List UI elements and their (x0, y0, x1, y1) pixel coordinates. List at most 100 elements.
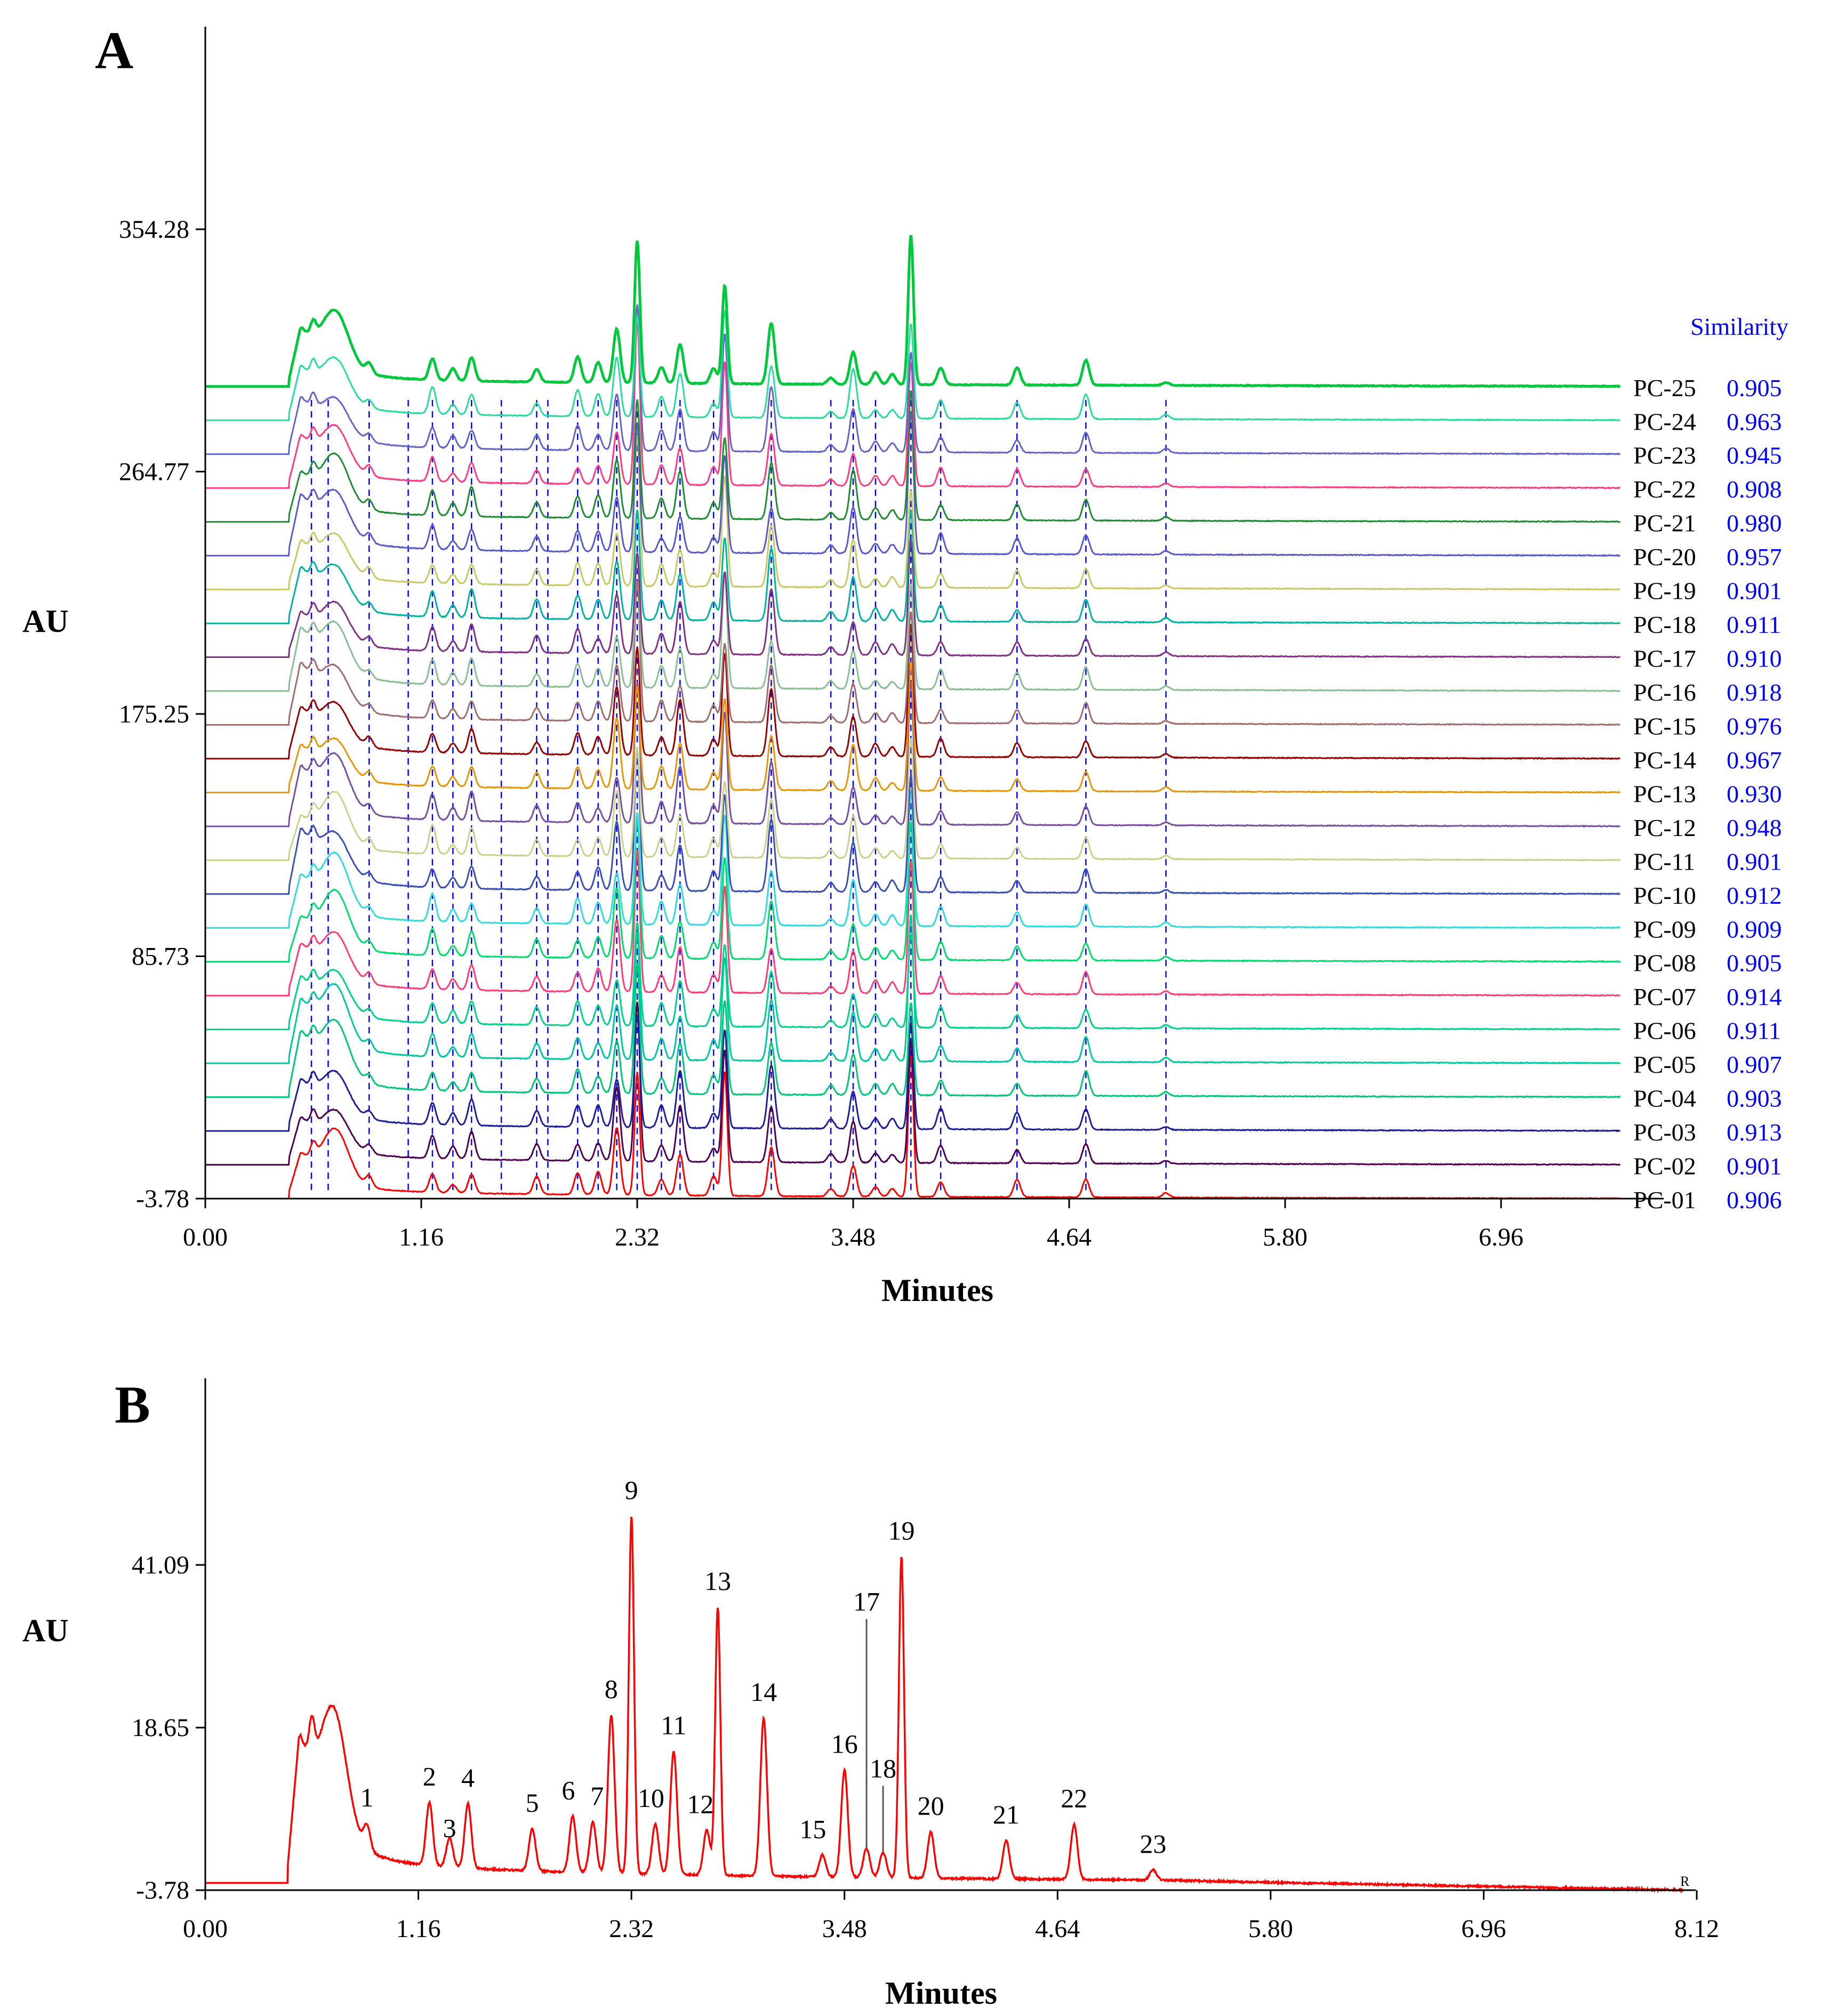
similarity-value: 0.945 (1727, 442, 1782, 469)
trace-pc-23 (205, 304, 1621, 455)
peak-label: 21 (993, 1800, 1020, 1829)
peak-label: 11 (661, 1710, 686, 1740)
similarity-value: 0.963 (1727, 408, 1782, 435)
peak-label: 12 (687, 1789, 713, 1819)
sample-label: PC-24 (1633, 408, 1696, 435)
similarity-value: 0.976 (1727, 712, 1782, 740)
sample-label: PC-03 (1633, 1119, 1696, 1146)
similarity-value: 0.905 (1727, 374, 1782, 401)
peak-label: 13 (704, 1566, 731, 1596)
similarity-value: 0.901 (1727, 1153, 1782, 1180)
peak-label: 2 (423, 1761, 436, 1791)
panel-b-label: B (115, 1375, 150, 1434)
sample-label: PC-25 (1633, 374, 1696, 401)
y-tick-label: -3.78 (136, 1185, 189, 1213)
sample-label: PC-19 (1633, 577, 1696, 605)
x-tick-label: 4.64 (1047, 1223, 1092, 1251)
x-tick-label: 2.32 (615, 1223, 660, 1251)
peak-label: 8 (605, 1674, 618, 1704)
similarity-value: 0.930 (1727, 780, 1782, 807)
similarity-value: 0.980 (1727, 510, 1782, 537)
panel-b-xlabel: Minutes (885, 1975, 997, 2011)
sample-label: PC-07 (1633, 983, 1696, 1010)
sample-label: PC-11 (1633, 848, 1695, 875)
x-tick-label: 0.00 (183, 1223, 228, 1251)
x-tick-label: 0.00 (183, 1915, 228, 1943)
end-marker: R (1680, 1874, 1690, 1889)
trace-pc-25 (205, 235, 1621, 389)
sample-label: PC-01 (1633, 1186, 1696, 1214)
sample-label: PC-10 (1633, 882, 1696, 909)
trace-pc-10 (205, 748, 1621, 896)
similarity-value: 0.967 (1727, 746, 1782, 774)
panel-a-axes: 0.00 1.16 2.32 3.48 4.64 5.80 6.96 354.28 264.77… (119, 27, 1664, 1251)
panel-a-ylabel: AU (22, 604, 69, 639)
sample-label: PC-04 (1633, 1085, 1696, 1112)
similarity-value: 0.911 (1727, 1017, 1781, 1045)
peak-label: 6 (561, 1775, 575, 1805)
similarity-value: 0.913 (1727, 1119, 1782, 1146)
sample-label: PC-23 (1633, 442, 1696, 469)
peak-label: 10 (638, 1783, 664, 1813)
peak-label: 18 (870, 1753, 896, 1783)
similarity-value: 0.912 (1727, 882, 1782, 909)
sample-label: PC-09 (1633, 915, 1696, 943)
peak-label: 22 (1061, 1784, 1087, 1813)
trace-pc-16 (205, 555, 1621, 693)
x-tick-label: 1.16 (396, 1915, 441, 1943)
similarity-value: 0.911 (1727, 611, 1781, 638)
sample-label: PC-18 (1633, 611, 1696, 638)
peak-label: 5 (526, 1788, 539, 1818)
y-tick-label: 175.25 (119, 700, 189, 728)
trace-pc-04 (205, 963, 1621, 1098)
sample-label: PC-15 (1633, 712, 1696, 740)
y-tick-label: 41.09 (132, 1551, 189, 1579)
similarity-value: 0.906 (1727, 1186, 1782, 1214)
sample-label: PC-06 (1633, 1017, 1696, 1045)
sample-label: PC-12 (1633, 814, 1696, 841)
sample-traces (205, 235, 1621, 1200)
trace-pc-21 (205, 390, 1621, 523)
peak-label: 7 (590, 1781, 604, 1811)
peak-label: 14 (750, 1677, 777, 1707)
similarity-value: 0.910 (1727, 645, 1782, 672)
y-tick-label: 18.65 (132, 1714, 189, 1742)
sample-label: PC-21 (1633, 510, 1696, 537)
sample-label: PC-17 (1633, 645, 1696, 672)
x-tick-label: 3.48 (831, 1223, 876, 1251)
sample-label: PC-02 (1633, 1153, 1696, 1180)
sample-label: PC-22 (1633, 476, 1696, 503)
similarity-value: 0.903 (1727, 1085, 1782, 1112)
similarity-value: 0.905 (1727, 950, 1782, 977)
peak-label: 15 (799, 1814, 826, 1844)
peak-label: 17 (853, 1587, 880, 1617)
x-tick-label: 6.96 (1461, 1915, 1506, 1943)
trace-pc-11 (205, 737, 1621, 862)
peak-label: 9 (625, 1475, 638, 1505)
similarity-value: 0.908 (1727, 476, 1782, 503)
panel-b-ylabel: AU (22, 1613, 69, 1648)
sample-labels: PC-01 0.906 PC-02 0.901 PC-03 0.913 PC-04 0.903… (1633, 374, 1782, 1214)
trace-pc-03 (205, 1015, 1621, 1133)
peak-label: 16 (831, 1729, 858, 1759)
panel-a: A AU Minutes Similarity 0.00 1.16 2.32 3.48… (22, 21, 1788, 1308)
peak-label: 19 (888, 1516, 914, 1546)
peak-label: 20 (918, 1791, 944, 1821)
trace-pc-15 (205, 581, 1621, 726)
peak-label: 1 (360, 1782, 374, 1812)
panel-b: B AU Minutes R 0.00 1.16 2.32 3.48 4.64 5.80 6… (22, 1375, 1719, 2011)
similarity-value: 0.907 (1727, 1051, 1782, 1078)
x-tick-label: 6.96 (1479, 1223, 1523, 1251)
trace-pc-24 (205, 310, 1621, 422)
similarity-value: 0.914 (1727, 983, 1782, 1010)
similarity-value: 0.901 (1727, 848, 1782, 875)
similarity-value: 0.909 (1727, 915, 1782, 943)
x-tick-label: 5.80 (1248, 1915, 1293, 1943)
sample-label: PC-20 (1633, 543, 1696, 571)
trace-pc-19 (205, 434, 1621, 591)
x-tick-label: 3.48 (822, 1915, 867, 1943)
similarity-value: 0.918 (1727, 679, 1782, 706)
sample-label: PC-08 (1633, 950, 1696, 977)
x-tick-label: 8.12 (1674, 1915, 1719, 1943)
